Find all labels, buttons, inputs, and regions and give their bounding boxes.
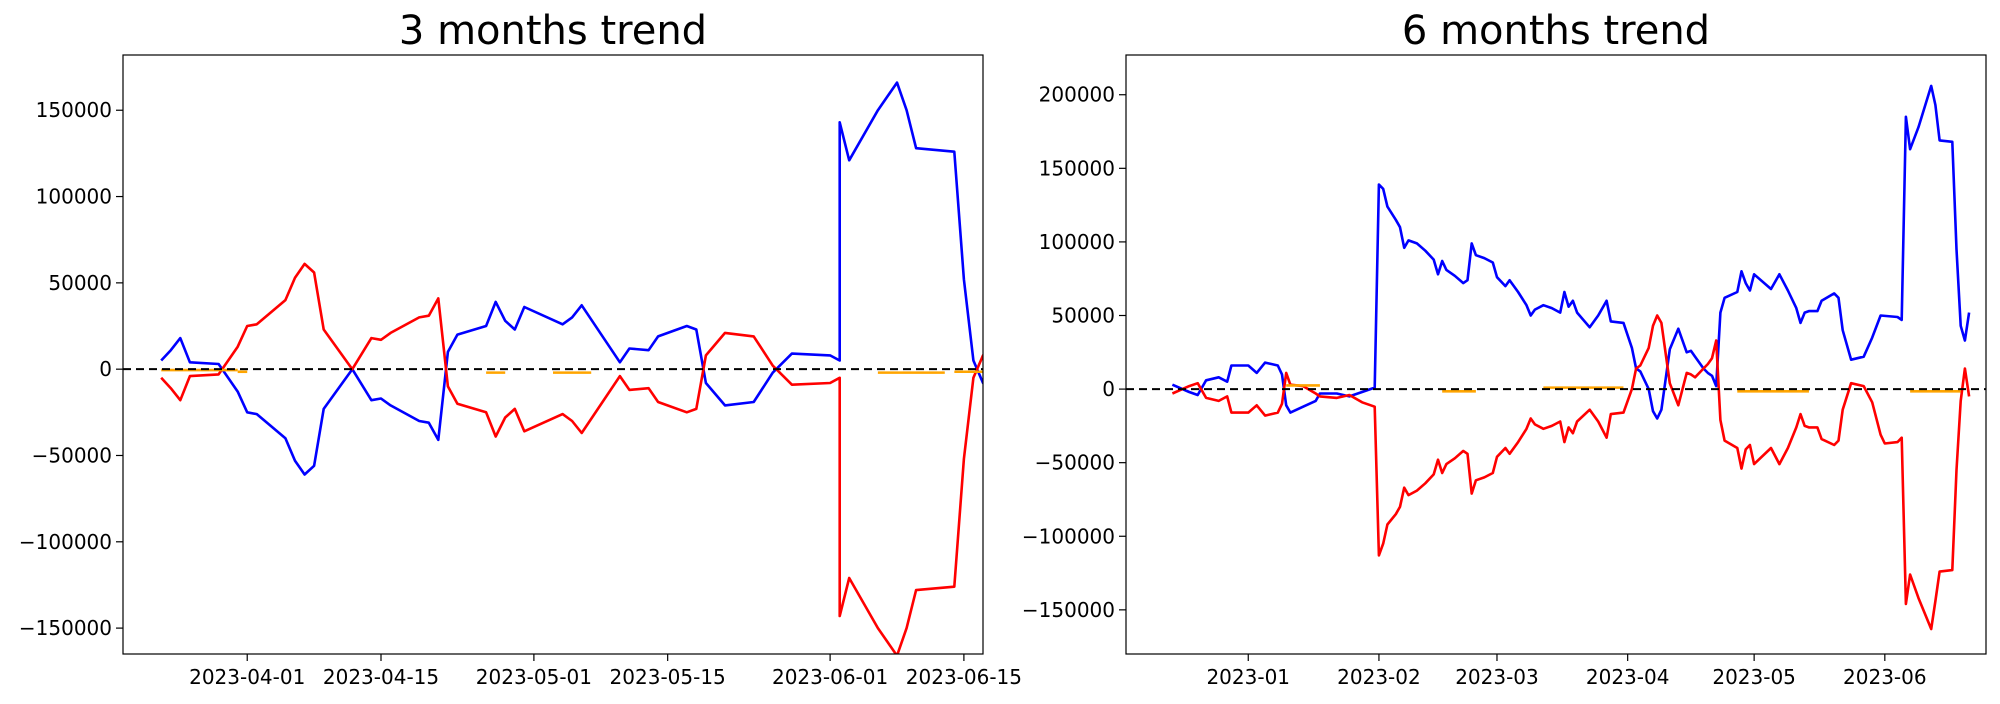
axes-frame bbox=[122, 54, 984, 655]
y-tick-label: 150000 bbox=[1039, 156, 1115, 180]
chart-panel-6-months: 6 months trend 200000 150000 100000 50000 0 −5… bbox=[1022, 8, 1987, 689]
series-line-0 bbox=[160, 81, 983, 476]
plot-area bbox=[123, 81, 983, 654]
y-tick-label: 100000 bbox=[36, 185, 112, 209]
x-tick-label: 2023-06-01 bbox=[772, 665, 888, 689]
plot-area bbox=[1126, 84, 1986, 631]
y-tick-label: 50000 bbox=[1051, 303, 1115, 327]
y-tick-label: 200000 bbox=[1039, 83, 1115, 107]
y-tick-label: 100000 bbox=[1039, 230, 1115, 254]
series-line-0 bbox=[1171, 84, 1971, 420]
x-tick-label: 2023-06 bbox=[1843, 665, 1927, 689]
y-tick-label: −150000 bbox=[1022, 598, 1115, 622]
x-tick-label: 2023-04-01 bbox=[189, 665, 305, 689]
y-tick-label: 50000 bbox=[48, 271, 112, 295]
series-line-1 bbox=[160, 262, 983, 654]
x-tick-label: 2023-02 bbox=[1337, 665, 1421, 689]
x-tick-label: 2023-04-15 bbox=[323, 665, 439, 689]
y-tick-label: 150000 bbox=[36, 98, 112, 122]
axes-frame bbox=[1125, 54, 1987, 655]
chart-title: 3 months trend bbox=[399, 8, 707, 54]
x-tick-label: 2023-05 bbox=[1712, 665, 1796, 689]
x-tick-label: 2023-05-01 bbox=[476, 665, 592, 689]
x-tick-label: 2023-03 bbox=[1455, 665, 1539, 689]
x-tick-label: 2023-06-15 bbox=[906, 665, 1022, 689]
y-tick-label: −50000 bbox=[1035, 451, 1115, 475]
x-tick-label: 2023-05-15 bbox=[610, 665, 726, 689]
x-tick-label: 2023-04 bbox=[1586, 665, 1670, 689]
x-tick-label: 2023-01 bbox=[1206, 665, 1290, 689]
y-tick-label: 0 bbox=[1102, 377, 1115, 401]
chart-panel-3-months: 3 months trend 150000 100000 50000 0 −50000 −1… bbox=[19, 8, 1022, 689]
y-tick-label: −100000 bbox=[1022, 524, 1115, 548]
y-tick-label: −100000 bbox=[19, 530, 112, 554]
y-tick-label: −50000 bbox=[32, 443, 112, 467]
y-tick-label: −150000 bbox=[19, 616, 112, 640]
y-tick-label: 0 bbox=[99, 357, 112, 381]
series-line-1 bbox=[1171, 314, 1971, 631]
chart-title: 6 months trend bbox=[1402, 8, 1710, 54]
